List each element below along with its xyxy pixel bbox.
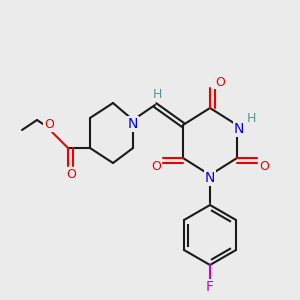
Text: O: O bbox=[215, 76, 225, 88]
Text: O: O bbox=[66, 167, 76, 181]
Text: N: N bbox=[234, 122, 244, 136]
Text: O: O bbox=[259, 160, 269, 172]
Text: N: N bbox=[128, 117, 138, 131]
Text: O: O bbox=[44, 118, 54, 131]
Text: O: O bbox=[151, 160, 161, 172]
Text: N: N bbox=[205, 171, 215, 185]
Text: H: H bbox=[152, 88, 162, 100]
Text: H: H bbox=[246, 112, 256, 124]
Text: F: F bbox=[206, 280, 214, 294]
